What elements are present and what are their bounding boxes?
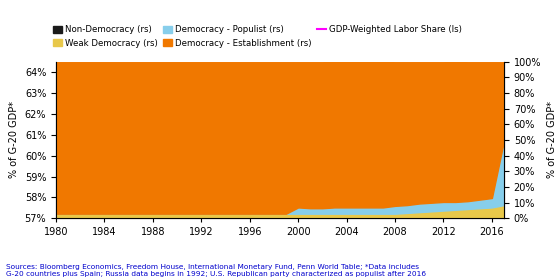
Text: Sources: Bloomberg Economics, Freedom House, International Monetary Fund, Penn W: Sources: Bloomberg Economics, Freedom Ho… xyxy=(6,264,426,277)
Y-axis label: % of G-20 GDP*: % of G-20 GDP* xyxy=(9,102,19,179)
Y-axis label: % of G-20 GDP*: % of G-20 GDP* xyxy=(547,102,557,179)
Legend: Non-Democracy (rs), Weak Democracy (rs), Democracy - Populist (rs), Democracy - : Non-Democracy (rs), Weak Democracy (rs),… xyxy=(50,22,465,51)
